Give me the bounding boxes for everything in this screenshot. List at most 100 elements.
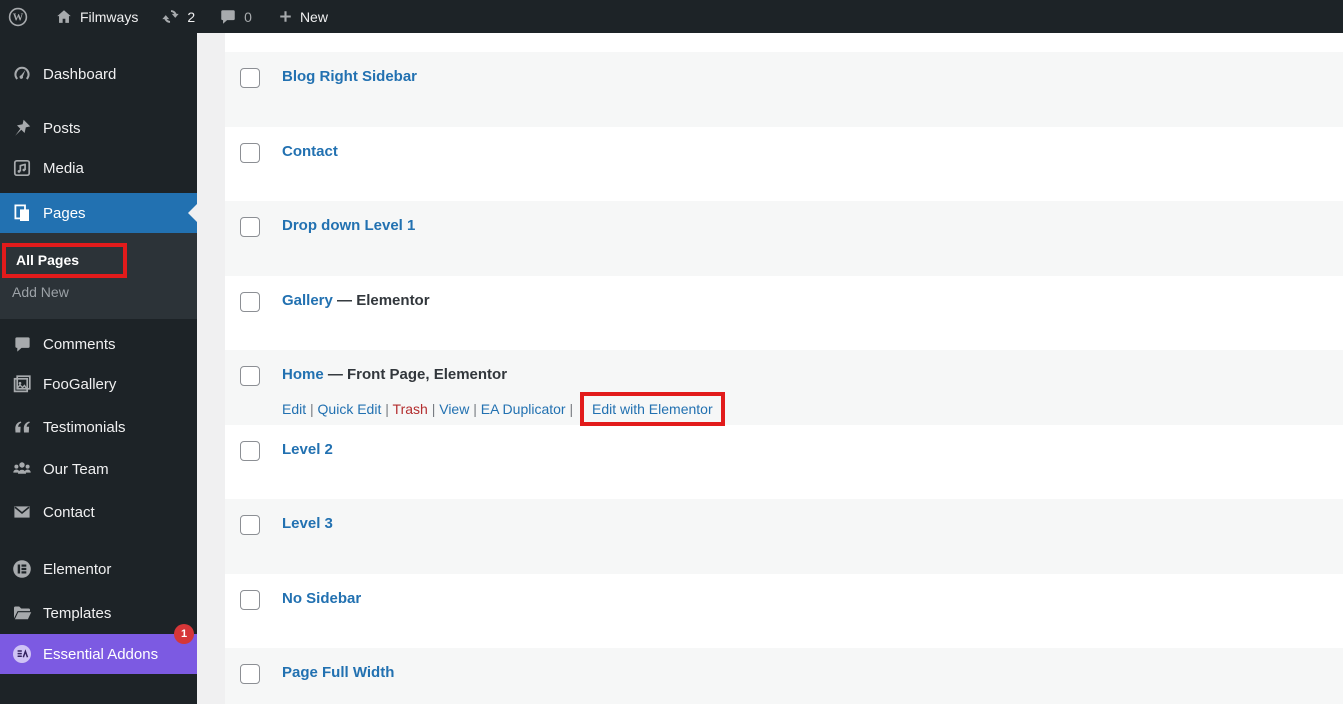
page-title-link[interactable]: Gallery [282, 291, 333, 309]
row-checkbox[interactable] [240, 664, 260, 684]
sidebar-item-essential-addons[interactable]: Essential Addons 1 [0, 624, 197, 674]
action-trash[interactable]: Trash [392, 401, 428, 417]
pushpin-icon [12, 118, 32, 138]
table-row: Page Full Width [225, 648, 1343, 704]
sidebar-item-label: Templates [43, 604, 112, 622]
pages-icon [12, 203, 32, 223]
wordpress-logo-menu[interactable]: W [8, 0, 28, 33]
row-checkbox[interactable] [240, 68, 260, 88]
post-state-label: — Front Page, Elementor [323, 366, 508, 383]
action-separator: | [306, 401, 318, 417]
page-title-link[interactable]: Level 2 [282, 440, 333, 458]
table-row: Gallery — Elementor [225, 275, 1343, 350]
action-separator: | [381, 401, 393, 417]
table-top-strip [225, 33, 1343, 52]
updates-menu[interactable]: 2 [161, 0, 195, 33]
sidebar-subitem-all-pages[interactable]: All Pages [2, 243, 128, 278]
action-separator: | [427, 401, 440, 417]
sidebar-subitem-add-new[interactable]: Add New [12, 284, 69, 300]
table-row: Level 2 [225, 424, 1343, 499]
sidebar-item-label: Contact [43, 503, 95, 521]
sidebar-item-label: Dashboard [43, 65, 117, 83]
action-separator: | [469, 401, 481, 417]
comments-menu[interactable]: 0 [219, 0, 252, 33]
sidebar-item-media[interactable]: Media [0, 151, 197, 185]
action-edit-with-elementor[interactable]: Edit with Elementor [580, 392, 725, 426]
post-state-label: — Elementor [332, 291, 430, 309]
new-label: New [299, 8, 328, 25]
page-title-link[interactable]: Level 3 [282, 515, 333, 532]
sidebar-item-contact[interactable]: Contact [0, 495, 197, 529]
table-row: Level 3 [225, 499, 1343, 574]
comment-icon [12, 334, 32, 354]
site-name-label: Filmways [80, 8, 139, 25]
sidebar-item-comments[interactable]: Comments [0, 327, 197, 361]
admin-sidebar: Dashboard Posts Media Pages All Pages Add New… [0, 33, 197, 704]
gauge-icon [12, 64, 32, 84]
table-row: No Sidebar [225, 573, 1343, 648]
row-checkbox[interactable] [240, 440, 260, 461]
sidebar-item-label: Our Team [43, 460, 109, 478]
plus-icon [278, 9, 293, 24]
new-content-menu[interactable]: New [278, 0, 328, 33]
sidebar-item-label: Pages [43, 204, 86, 222]
action-edit[interactable]: Edit [282, 401, 307, 417]
row-actions: Edit | Quick Edit | Trash | View | EA Du… [282, 392, 725, 426]
pages-list-area: Blog Right Sidebar Contact Drop down Level… [197, 33, 1343, 704]
site-name-menu[interactable]: Filmways [55, 0, 138, 33]
folder-icon [12, 603, 32, 623]
envelope-icon [12, 502, 32, 522]
page-title-link[interactable]: Contact [282, 142, 338, 160]
sidebar-item-templates[interactable]: Templates [0, 596, 197, 630]
sidebar-item-pages[interactable]: Pages [0, 193, 197, 233]
sidebar-item-dashboard[interactable]: Dashboard [0, 57, 197, 91]
ea-icon [12, 644, 32, 664]
quote-icon [12, 417, 32, 437]
row-checkbox[interactable] [240, 589, 260, 610]
sidebar-item-label: Media [43, 159, 84, 177]
home-icon [55, 8, 73, 26]
sidebar-item-label: Elementor [43, 560, 112, 578]
svg-text:W: W [13, 12, 24, 23]
gallery-icon [12, 374, 32, 394]
action-quick-edit[interactable]: Quick Edit [317, 401, 382, 417]
update-count: 2 [187, 8, 196, 25]
sidebar-item-label: Comments [43, 335, 116, 353]
page-title-link[interactable]: Drop down Level 1 [282, 217, 416, 234]
elementor-icon [12, 559, 32, 579]
comment-count: 0 [244, 8, 252, 25]
wordpress-logo-icon: W [8, 7, 28, 27]
action-separator: | [565, 401, 577, 417]
row-checkbox[interactable] [240, 217, 260, 237]
sidebar-item-testimonials[interactable]: Testimonials [0, 410, 197, 444]
action-view[interactable]: View [439, 401, 470, 417]
media-icon [12, 158, 32, 178]
comment-bubble-icon [219, 8, 237, 26]
sidebar-item-elementor[interactable]: Elementor [0, 552, 197, 586]
row-checkbox[interactable] [240, 142, 260, 163]
admin-bar: W Filmways 2 0 New [0, 0, 1343, 33]
row-checkbox[interactable] [240, 291, 260, 312]
table-row: Contact [225, 126, 1343, 201]
action-ea-duplicator[interactable]: EA Duplicator [480, 401, 566, 417]
sidebar-item-label: FooGallery [43, 375, 117, 393]
updates-icon [161, 7, 180, 26]
row-checkbox[interactable] [240, 366, 260, 386]
sidebar-item-our-team[interactable]: Our Team [0, 452, 197, 486]
row-checkbox[interactable] [240, 515, 260, 535]
table-row: Drop down Level 1 [225, 201, 1343, 276]
pages-submenu: All Pages Add New [0, 233, 197, 319]
page-title-link[interactable]: No Sidebar [282, 589, 362, 607]
page-title-link[interactable]: Page Full Width [282, 664, 395, 681]
page-title-link[interactable]: Blog Right Sidebar [282, 68, 417, 85]
page-title-link[interactable]: Home [282, 366, 324, 383]
notification-badge: 1 [174, 624, 194, 644]
team-icon [12, 459, 32, 479]
sidebar-item-foogallery[interactable]: FooGallery [0, 367, 197, 401]
sidebar-item-label: Testimonials [43, 418, 126, 436]
sidebar-item-label: Posts [43, 119, 81, 137]
table-row: Blog Right Sidebar [225, 52, 1343, 127]
sidebar-item-posts[interactable]: Posts [0, 111, 197, 145]
table-row: Home — Front Page, Elementor Edit | Quick… [225, 350, 1343, 426]
